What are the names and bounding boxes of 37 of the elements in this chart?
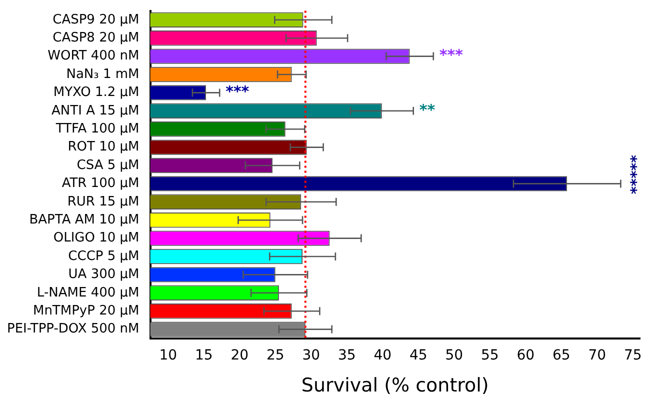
x-axis-title: Survival (% control) (301, 374, 489, 397)
x-tick-label: 65 (552, 347, 570, 364)
x-tick-label: 15 (194, 347, 213, 364)
annotation: *** (226, 82, 250, 101)
y-tick-label: ROT 10 μM (68, 140, 140, 155)
y-tick-label: ATR 100 μM (62, 176, 140, 192)
y-tick-label: RUR 15 μM (67, 194, 140, 210)
y-tick-label: PEI-TPP-DOX 500 nM (6, 322, 140, 337)
x-tick-label: 10 (159, 347, 178, 364)
y-tick-label: MYXO 1.2 μM (53, 85, 140, 100)
x-tick-label: 35 (338, 347, 356, 364)
x-tick-label: 45 (409, 347, 428, 364)
x-tick-label: 30 (302, 347, 320, 364)
y-tick-label: OLIGO 10 μM (53, 230, 140, 246)
x-tick-label: 40 (374, 347, 392, 364)
annotation: ***** (622, 154, 640, 194)
annotation: *** (439, 46, 464, 64)
y-tick-label: UA 300 μM (68, 267, 140, 282)
y-tick-label: TTFA 100 μM (54, 121, 140, 136)
y-tick-label: ANTI A 15 μM (52, 103, 140, 118)
x-tick-label: 50 (445, 347, 464, 364)
y-tick-label: CASP9 20 μM (52, 12, 140, 28)
y-tick-label: CCCP 5 μM (68, 248, 140, 264)
x-tick-label: 70 (588, 347, 606, 364)
annotation: ** (419, 100, 436, 119)
y-tick-label: BAPTA AM 10 μM (29, 212, 140, 228)
y-tick-label: WORT 400 nM (48, 48, 140, 64)
y-tick-label: NaN₃ 1 mM (66, 66, 140, 82)
x-tick-label: 55 (480, 347, 499, 364)
x-tick-label: 20 (230, 347, 249, 364)
x-tick-label: 25 (266, 347, 284, 364)
y-tick-label: CASP8 20 μM (52, 30, 140, 46)
y-tick-label: L-NAME 400 μM (36, 285, 140, 300)
x-tick-label: 75 (624, 347, 642, 364)
y-tick-label: MnTMPyP 20 μM (32, 303, 140, 318)
x-tick-label: 60 (516, 347, 535, 364)
y-tick-label: CSA 5 μM (76, 158, 140, 173)
